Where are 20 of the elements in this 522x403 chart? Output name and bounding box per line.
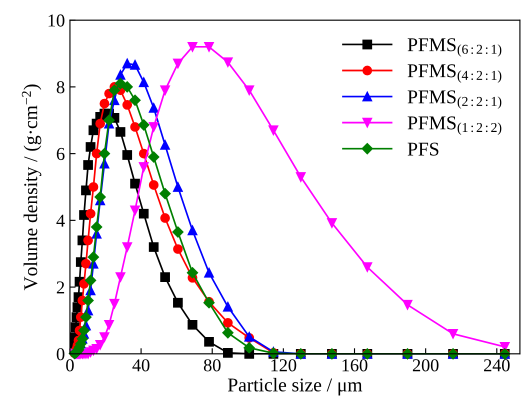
legend-label: PFS [408, 142, 438, 156]
y-axis-title: Volume density / (g·cm$^{−2}$) [22, 84, 42, 290]
y-tick-label: 6 [56, 148, 65, 160]
x-tick-label: 160 [342, 359, 368, 372]
y-tick-label: 10 [48, 14, 64, 27]
x-tick-label: 240 [484, 359, 510, 372]
x-tick-label: 0 [66, 359, 74, 372]
y-tick-label: 8 [56, 81, 64, 94]
y-tick-label: 4 [56, 214, 65, 227]
x-tick-label: 200 [412, 359, 439, 372]
legend-label: PFMS$_{(1:2:2)}$ [408, 116, 502, 135]
legend-label: PFMS$_{(4:2:1)}$ [408, 64, 502, 83]
x-axis-title: Particle size / μm [228, 378, 362, 396]
x-tick-label: 120 [271, 359, 296, 372]
x-tick-label: 80 [204, 359, 221, 372]
legend-label: PFMS$_{(2:2:1)}$ [408, 90, 502, 109]
x-tick-label: 40 [132, 359, 150, 372]
y-tick-label: 2 [56, 281, 64, 294]
legend-label: PFMS$_{(6:2:1)}$ [408, 38, 502, 57]
y-tick-label: 0 [56, 348, 64, 360]
